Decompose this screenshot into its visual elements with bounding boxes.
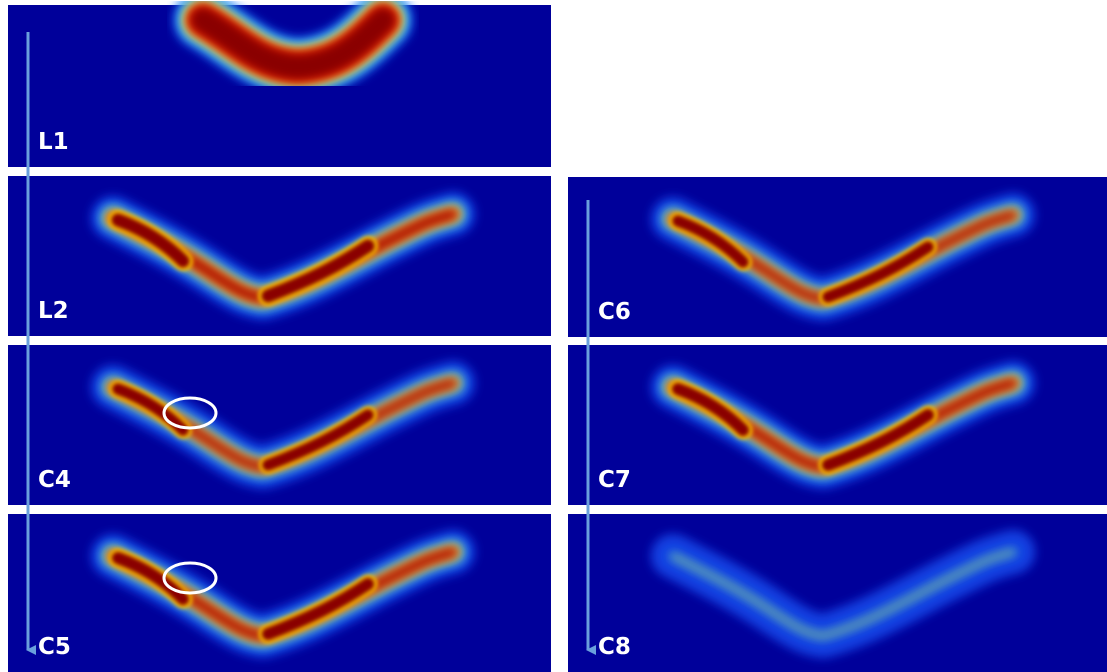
panel-label: C7 (598, 467, 631, 493)
heatmap-panel: C7 (568, 345, 1107, 505)
panel-label: L2 (38, 298, 69, 324)
heatmap-panel: L2 (8, 176, 551, 336)
heatmap-panel: C4 (8, 345, 551, 505)
heatmap-panel: L1 (8, 5, 551, 167)
panel-label: C8 (598, 634, 631, 660)
figure: L1 L2 C4 C5 C6 C7 C8 (0, 0, 1107, 672)
heatmap-panel: C5 (8, 514, 551, 672)
heatmap-panel: C6 (568, 177, 1107, 337)
panel-label: L1 (38, 129, 69, 155)
heatmap-panel: C8 (568, 514, 1107, 672)
panel-label: C5 (38, 634, 71, 660)
panel-label: C6 (598, 299, 631, 325)
panel-label: C4 (38, 467, 71, 493)
